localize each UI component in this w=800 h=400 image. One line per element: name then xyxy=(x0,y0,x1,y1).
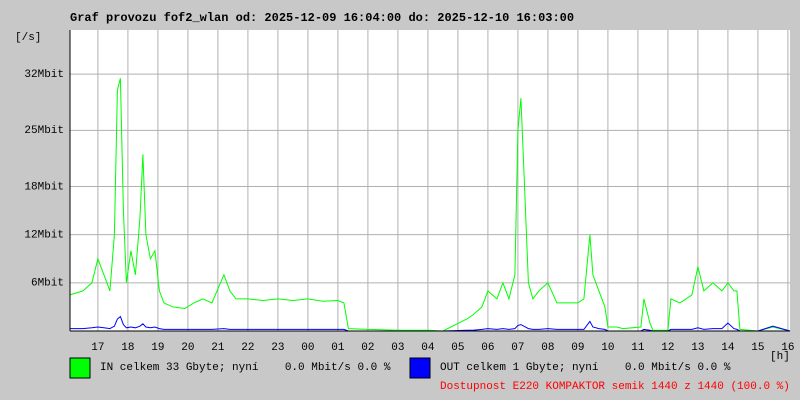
series-line xyxy=(69,78,791,332)
x-tick-label: 18 xyxy=(121,342,134,354)
x-tick-label: 15 xyxy=(751,342,764,354)
x-tick-label: 05 xyxy=(451,342,464,354)
y-tick-label: 18Mbit xyxy=(24,181,64,193)
x-tick-label: 03 xyxy=(391,342,404,354)
x-tick-label: 12 xyxy=(661,342,674,354)
plot-area xyxy=(70,30,790,331)
x-tick-label: 01 xyxy=(331,342,345,354)
x-tick-label: 00 xyxy=(301,342,314,354)
x-tick-label: 16 xyxy=(781,342,794,354)
x-tick-label: 23 xyxy=(271,342,284,354)
y-tick-label: 32Mbit xyxy=(24,69,64,81)
x-tick-label: 20 xyxy=(181,342,194,354)
x-tick-label: 11 xyxy=(631,342,645,354)
x-tick-label: 22 xyxy=(241,342,254,354)
x-tick-label: 14 xyxy=(721,342,735,354)
y-tick-label: 12Mbit xyxy=(24,230,64,242)
legend-label: IN celkem 33 Gbyte; nyní 0.0 Mbit/s 0.0 … xyxy=(100,362,391,374)
x-tick-label: 09 xyxy=(571,342,584,354)
x-tick-label: 06 xyxy=(481,342,494,354)
x-tick-label: 07 xyxy=(511,342,524,354)
x-tick-label: 02 xyxy=(361,342,374,354)
y-axis-label: [/s] xyxy=(15,32,41,44)
x-tick-label: 04 xyxy=(421,342,435,354)
x-tick-label: 10 xyxy=(601,342,614,354)
chart-title: Graf provozu fof2_wlan od: 2025-12-09 16… xyxy=(70,11,574,25)
legend-swatch xyxy=(69,357,91,379)
y-tick-label: 6Mbit xyxy=(31,278,64,290)
x-tick-label: 19 xyxy=(151,342,164,354)
legend-label: OUT celkem 1 Gbyte; nyní 0.0 Mbit/s 0.0 … xyxy=(440,362,731,374)
annotation: Dostupnost E220 KOMPAKTOR semik 1440 z 1… xyxy=(440,381,790,393)
legend-swatch xyxy=(409,357,431,379)
x-tick-label: 21 xyxy=(211,342,225,354)
x-axis-label: [h] xyxy=(770,351,790,363)
y-tick-label: 25Mbit xyxy=(24,125,64,137)
x-tick-label: 13 xyxy=(691,342,704,354)
x-tick-label: 17 xyxy=(91,342,104,354)
x-tick-label: 08 xyxy=(541,342,554,354)
